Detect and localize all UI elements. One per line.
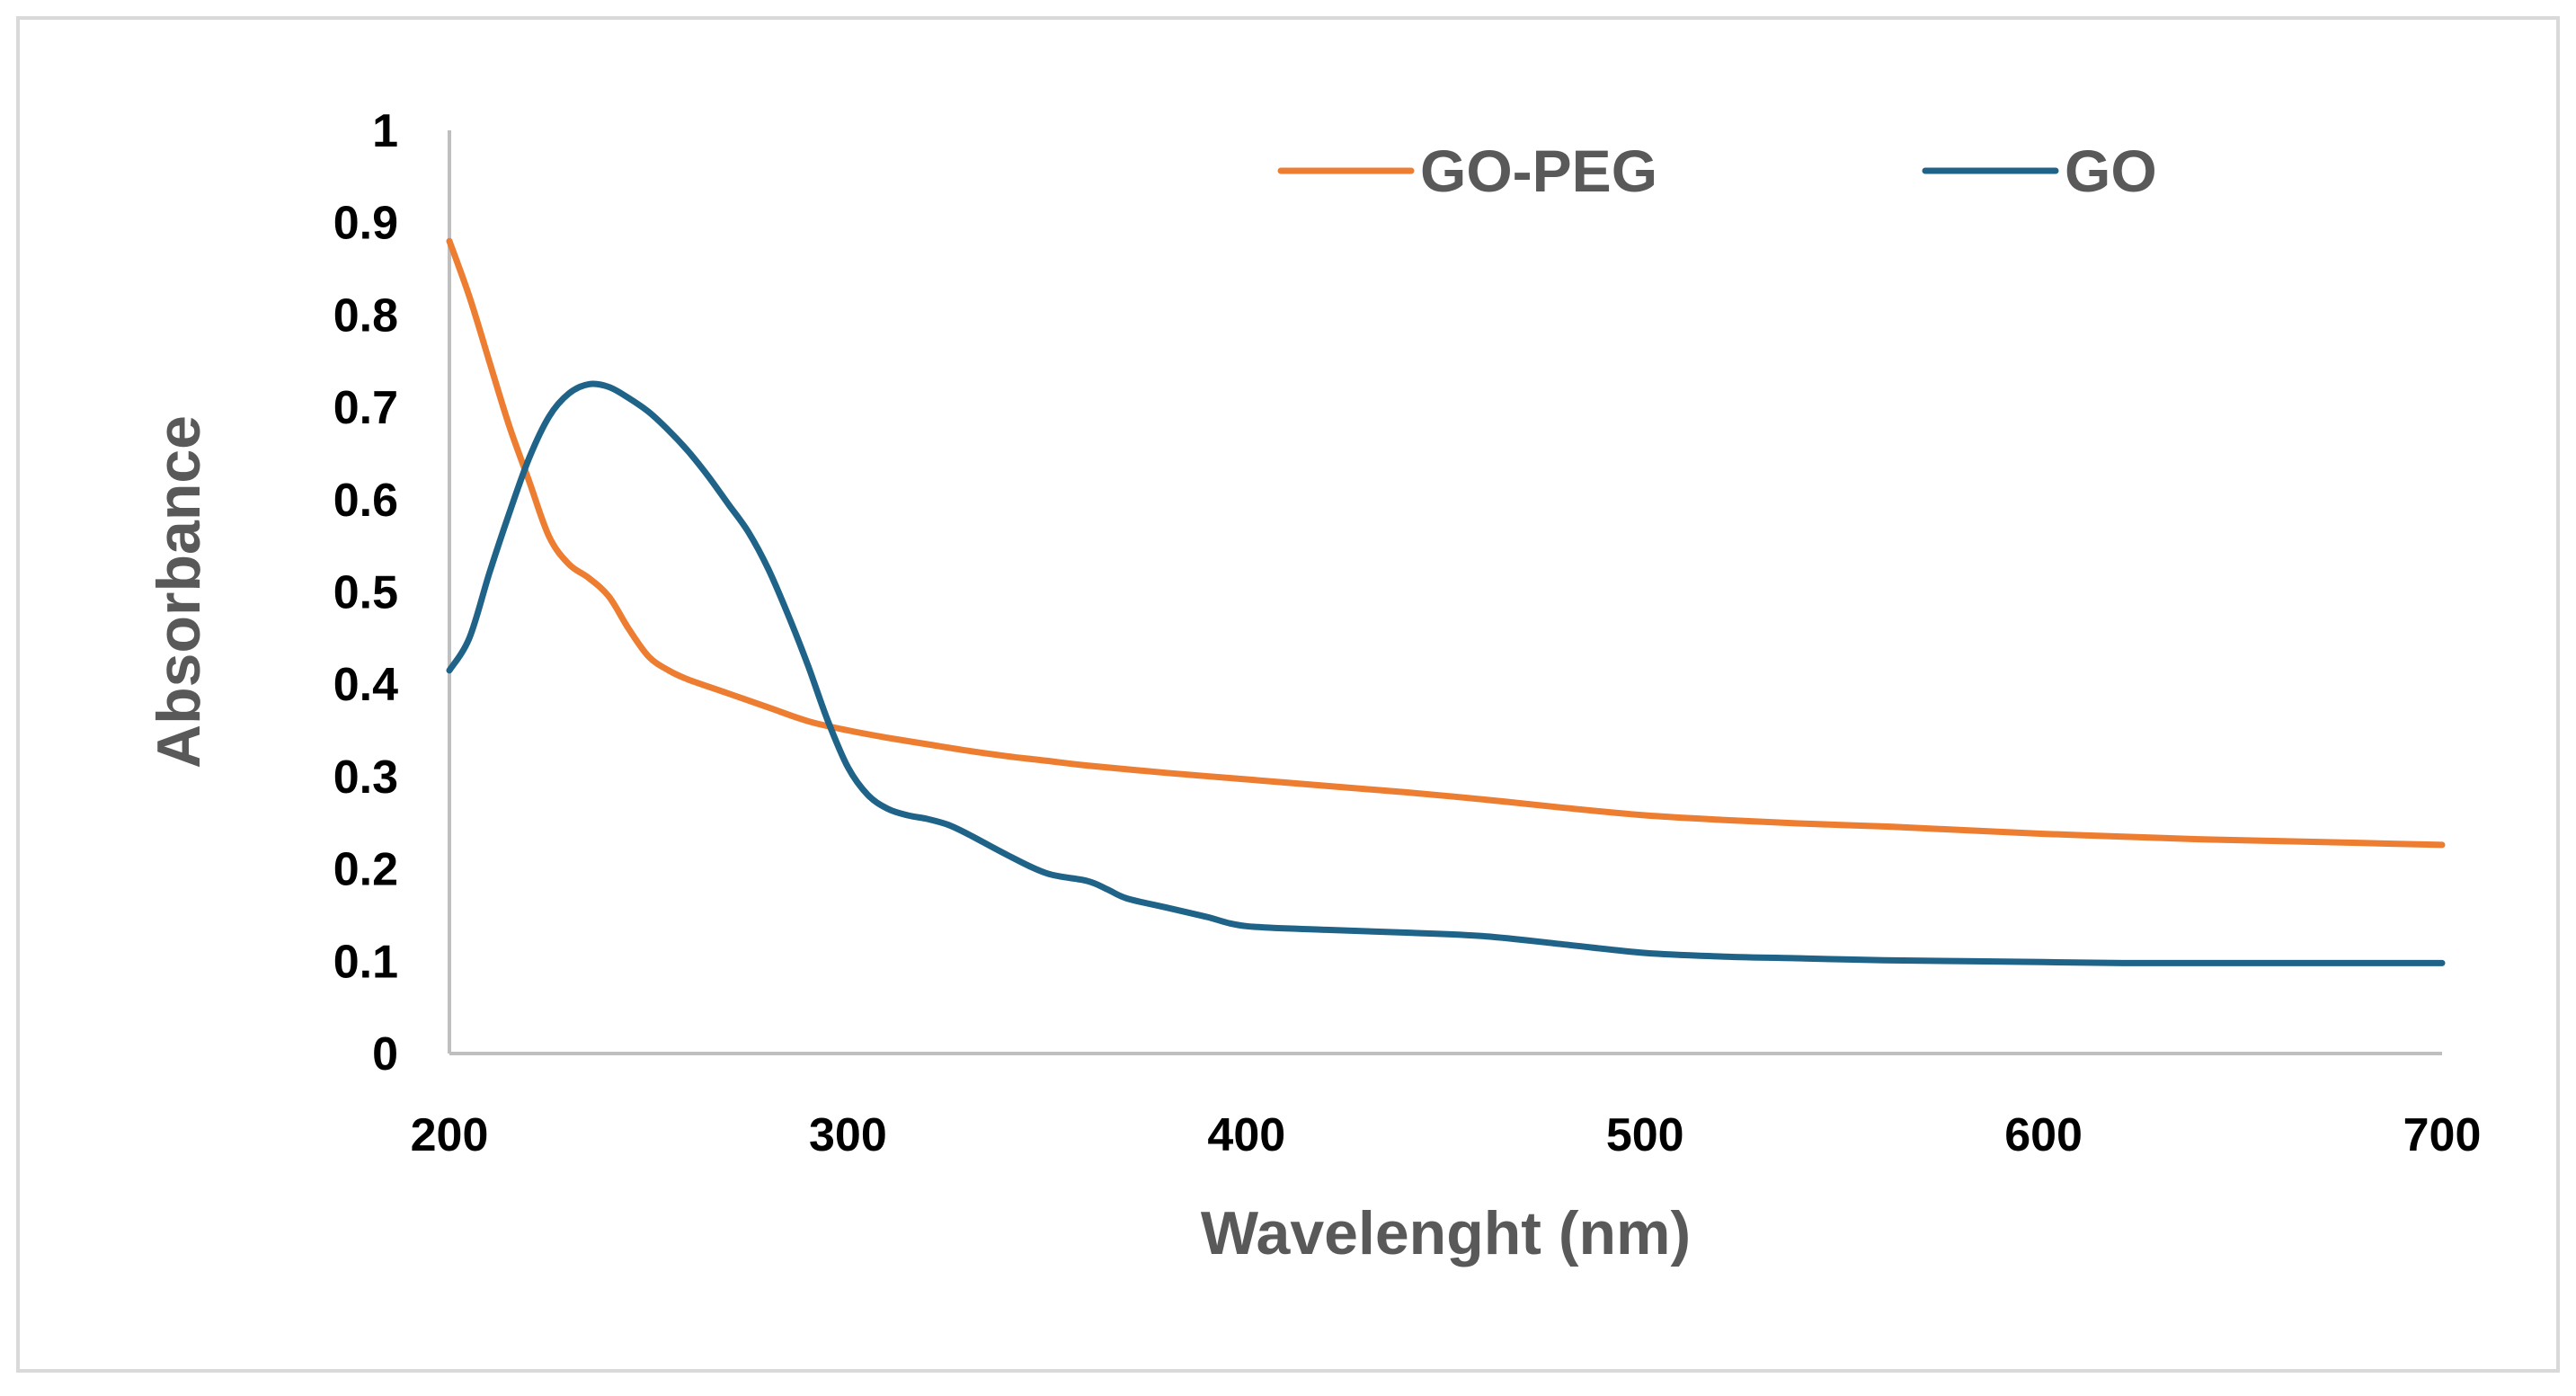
legend-label-go-peg: GO-PEG <box>1420 138 1657 204</box>
figure-frame <box>16 16 2560 1373</box>
y-tick-label: 0.4 <box>333 659 398 711</box>
y-axis-ticks: 0 0.1 0.2 0.3 0.4 0.5 0.6 0.7 0.8 0.9 1 <box>333 105 398 1080</box>
x-tick-label: 700 <box>2403 1109 2482 1161</box>
y-tick-label: 0 <box>372 1028 398 1080</box>
x-tick-label: 500 <box>1606 1109 1684 1161</box>
x-tick-label: 400 <box>1207 1109 1285 1161</box>
series-line-go <box>446 380 2446 966</box>
y-tick-label: 1 <box>372 105 398 157</box>
y-tick-label: 0.5 <box>333 567 398 619</box>
x-axis-title: Wavelenght (nm) <box>1201 1199 1691 1267</box>
x-tick-label: 300 <box>809 1109 887 1161</box>
x-tick-label: 600 <box>2004 1109 2083 1161</box>
legend-label-go: GO <box>2065 138 2157 204</box>
series-line-go-peg <box>446 237 2446 849</box>
y-tick-label: 0.6 <box>333 475 398 527</box>
x-tick-label: 200 <box>411 1109 489 1161</box>
y-tick-label: 0.9 <box>333 198 398 250</box>
legend-item-go-peg: GO-PEG <box>1277 138 1657 204</box>
y-tick-label: 0.3 <box>333 751 398 804</box>
y-tick-label: 0.1 <box>333 936 398 988</box>
y-axis-title: Absorbance <box>145 415 213 769</box>
y-tick-label: 0.2 <box>333 844 398 896</box>
legend: GO-PEG GO <box>1277 138 2157 204</box>
y-tick-label: 0.7 <box>333 382 398 434</box>
legend-item-go: GO <box>1922 138 2157 204</box>
y-tick-label: 0.8 <box>333 289 398 342</box>
x-axis-ticks: 200 300 400 500 600 700 <box>411 1109 2482 1161</box>
series-layer <box>446 237 2446 966</box>
